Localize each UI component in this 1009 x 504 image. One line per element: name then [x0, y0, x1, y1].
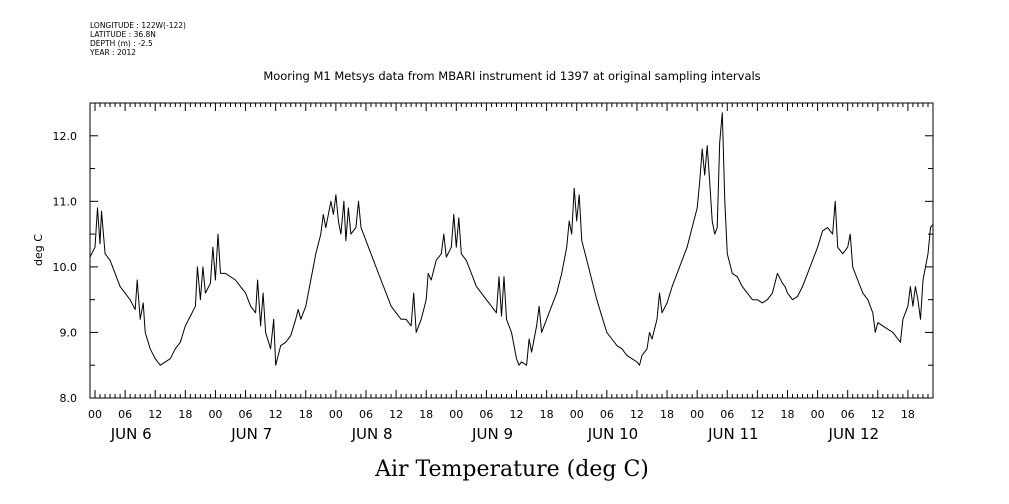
- y-tick-label: 10.0: [53, 261, 78, 274]
- x-tick-label: 12: [510, 408, 524, 421]
- x-axis: [89, 103, 934, 398]
- day-label: JUN 9: [471, 425, 513, 443]
- chart-title: Mooring M1 Metsys data from MBARI instru…: [263, 69, 760, 83]
- y-tick-label: 11.0: [53, 195, 78, 208]
- x-tick-label: 12: [750, 408, 764, 421]
- x-tick-label: 00: [329, 408, 343, 421]
- x-axis-label: Air Temperature (deg C): [374, 457, 649, 482]
- x-tick-label: 18: [660, 408, 674, 421]
- day-label: JUN 8: [351, 425, 393, 443]
- day-label: JUN 7: [230, 425, 272, 443]
- x-tick-label: 06: [239, 408, 253, 421]
- x-tick-label: 18: [178, 408, 192, 421]
- depth-text: DEPTH (m) : -2.5: [90, 39, 153, 48]
- x-tick-label: 18: [419, 408, 433, 421]
- day-label: JUN 10: [587, 425, 638, 443]
- x-tick-label: 06: [600, 408, 614, 421]
- y-axis-label: deg C: [32, 234, 45, 266]
- x-tick-label: 12: [148, 408, 162, 421]
- x-tick-label: 06: [359, 408, 373, 421]
- day-label: JUN 12: [828, 425, 879, 443]
- x-tick-label: 12: [871, 408, 885, 421]
- x-tick-label: 06: [118, 408, 132, 421]
- y-tick-label: 9.0: [60, 326, 78, 339]
- x-tick-label: 18: [299, 408, 313, 421]
- x-tick-label: 06: [720, 408, 734, 421]
- x-tick-label: 12: [389, 408, 403, 421]
- x-tick-label: 00: [570, 408, 584, 421]
- year-text: YEAR : 2012: [90, 48, 137, 57]
- day-label: JUN 6: [110, 425, 152, 443]
- longitude-text: LONGITUDE : 122W(-122): [90, 21, 186, 30]
- x-tick-label: 00: [690, 408, 704, 421]
- latitude-text: LATITUDE : 36.8N: [90, 30, 156, 39]
- x-tick-labels: 00 06 12 18 00 06 12 18 00 06 12 18 00 06 12 18 00 06 12 18…: [88, 408, 915, 421]
- plot-frame: [89, 102, 934, 399]
- y-tick-label: 12.0: [53, 130, 78, 143]
- y-tick-label: 8.0: [60, 392, 78, 405]
- x-tick-label: 00: [811, 408, 825, 421]
- x-tick-label: 12: [269, 408, 283, 421]
- series-line-air-temperature: [89, 112, 934, 366]
- day-label: JUN 11: [707, 425, 758, 443]
- x-tick-label: 00: [88, 408, 102, 421]
- x-tick-label: 00: [208, 408, 222, 421]
- x-tick-label: 12: [630, 408, 644, 421]
- metadata-block: LONGITUDE : 122W(-122) LATITUDE : 36.8N …: [90, 21, 186, 57]
- x-tick-label: 18: [540, 408, 554, 421]
- day-labels: JUN 6 JUN 7 JUN 8 JUN 9 JUN 10 JUN 11 JUN 12: [110, 425, 879, 443]
- x-tick-label: 18: [780, 408, 794, 421]
- y-axis: 8.0 9.0 10.0 11.0 12.0: [53, 102, 933, 405]
- x-tick-label: 06: [841, 408, 855, 421]
- x-tick-label: 06: [479, 408, 493, 421]
- x-tick-label: 00: [449, 408, 463, 421]
- x-tick-label: 18: [901, 408, 915, 421]
